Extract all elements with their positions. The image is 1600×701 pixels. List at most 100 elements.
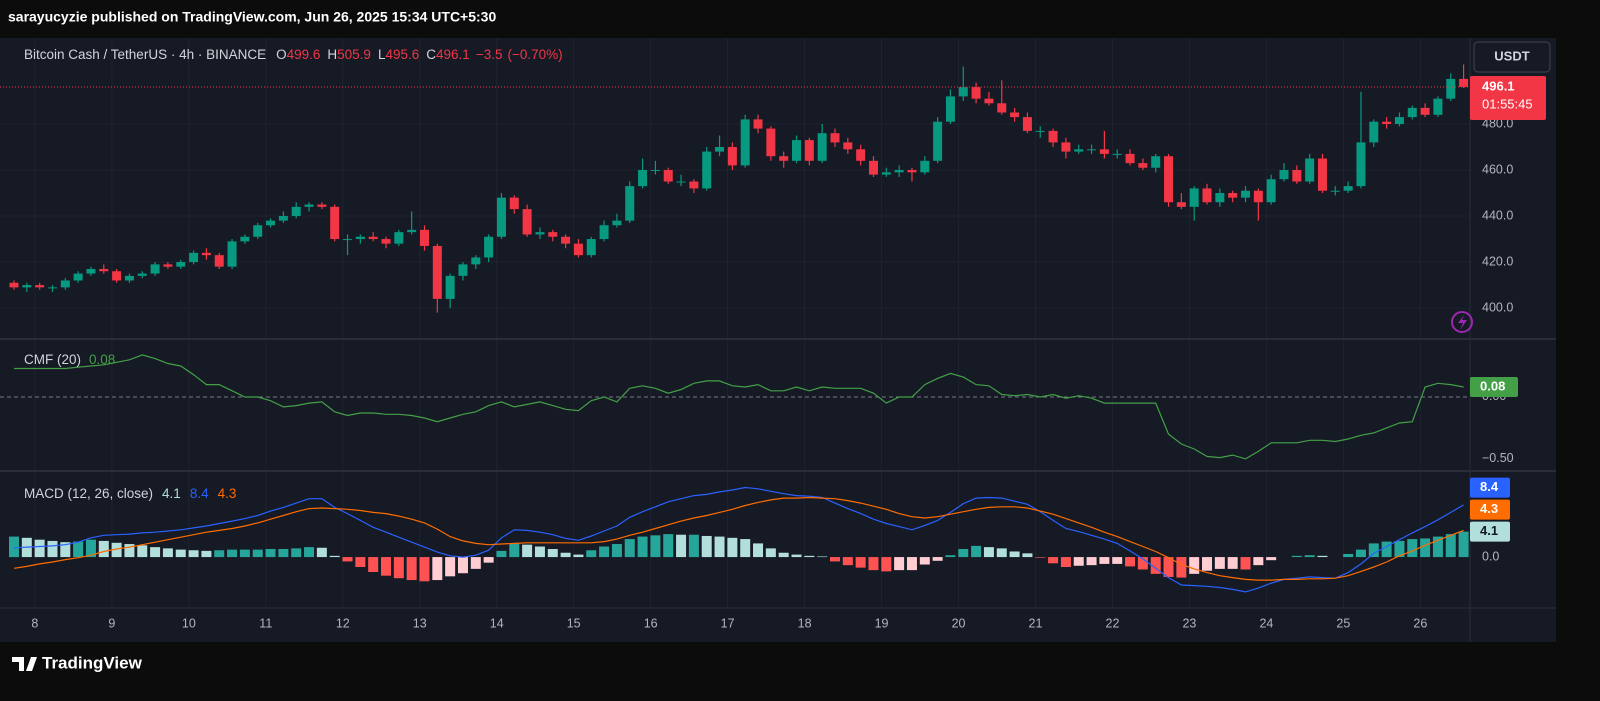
histogram-bar (265, 549, 276, 558)
candle-body (766, 128, 776, 157)
candle-body (266, 220, 276, 226)
histogram-bar (355, 557, 366, 568)
histogram-bar (688, 534, 699, 558)
candle-body (894, 170, 904, 173)
candle-body (638, 170, 648, 187)
y-tick-label: −0.50 (1482, 451, 1514, 465)
candle-body (227, 241, 237, 267)
indicator-line (14, 354, 1464, 460)
histogram-bar (829, 557, 840, 562)
candle-body (137, 273, 147, 276)
candle-body (1228, 193, 1238, 198)
candle-body (779, 156, 789, 161)
candle-body (381, 239, 391, 244)
candle-body (317, 204, 327, 207)
histogram-bar (958, 549, 969, 558)
histogram-bar (162, 548, 173, 558)
logo-icon (12, 657, 37, 671)
histogram-bar (188, 550, 199, 558)
histogram-bar (1022, 553, 1033, 558)
x-tick-label: 21 (1029, 616, 1043, 630)
legend-value: 4.1 (162, 486, 181, 501)
histogram-bar (611, 544, 622, 558)
x-tick-label: 24 (1259, 616, 1273, 630)
histogram-bar (432, 557, 443, 581)
candle-body (1087, 149, 1097, 151)
histogram-bar (1073, 557, 1084, 566)
y-tick-label: 0.0 (1482, 549, 1499, 563)
candle-body (201, 252, 211, 256)
candle-body (253, 225, 263, 237)
histogram-bar (996, 548, 1007, 558)
candle-body (35, 285, 45, 288)
histogram-bar (945, 555, 956, 558)
candle-body (445, 275, 455, 299)
histogram-bar (804, 555, 815, 558)
legend-value: 0.08 (89, 352, 115, 367)
histogram-bar (868, 557, 879, 571)
histogram-bar (278, 549, 289, 558)
candle-body (792, 140, 802, 161)
candle-body (1253, 190, 1263, 203)
histogram-bar (534, 546, 545, 558)
candle-body (1317, 158, 1327, 191)
candle-body (1010, 112, 1020, 118)
legend: CMF (20) 0.08 (24, 352, 115, 367)
candle-body (1279, 170, 1289, 180)
histogram-bar (765, 548, 776, 558)
candle-body (586, 239, 596, 256)
histogram-bar (201, 550, 212, 558)
candle-body (753, 119, 763, 129)
legend: Bitcoin Cash / TetherUS · 4h · BINANCE O4… (24, 47, 563, 62)
histogram-bar (1407, 539, 1418, 558)
indicator-line (13, 486, 1464, 593)
candle-body (1125, 153, 1135, 164)
publish-note: sarayucyzie published on TradingView.com… (8, 9, 496, 25)
histogram-bar (791, 554, 802, 558)
value-badge (1470, 377, 1518, 398)
currency-label[interactable]: USDT (1494, 48, 1529, 63)
histogram-bar (483, 557, 494, 563)
histogram-bar (1394, 540, 1405, 558)
candle-body (1330, 190, 1340, 192)
candle-body (189, 252, 199, 263)
x-tick-label: 22 (1106, 616, 1120, 630)
histogram-bar (1368, 543, 1379, 558)
histogram-bar (881, 557, 892, 572)
price-badge-value: 496.1 (1482, 78, 1515, 93)
alert-icon[interactable] (1451, 311, 1473, 333)
candle-body (86, 268, 96, 274)
histogram-bar (304, 547, 315, 558)
x-tick-label: 14 (490, 616, 504, 630)
legend-change-pct: (−0.70%) (507, 47, 562, 62)
candle-body (958, 87, 968, 97)
histogram-bar (1060, 557, 1071, 568)
candle-body (561, 236, 571, 244)
x-tick-label: 18 (798, 616, 812, 630)
candle-body (1420, 107, 1430, 115)
candle-body (727, 147, 737, 166)
candle-body (984, 98, 994, 104)
y-tick-label: 420.0 (1482, 254, 1513, 268)
candle-body (625, 186, 635, 221)
candle-body (856, 149, 866, 161)
histogram-bar (381, 557, 392, 576)
x-tick-label: 15 (567, 616, 581, 630)
histogram-bar (727, 537, 738, 558)
histogram-bar (1125, 557, 1136, 567)
histogram-bar (586, 550, 597, 558)
histogram-bar (150, 547, 161, 558)
candle-body (1292, 170, 1302, 182)
currency-button[interactable] (1473, 41, 1551, 73)
x-tick-label: 25 (1336, 616, 1350, 630)
histogram-bar (252, 549, 263, 558)
candle-body (1394, 117, 1404, 124)
legend-ohlc-value: 495.6 (385, 47, 419, 62)
histogram-bar (470, 557, 481, 569)
x-tick-label: 26 (1413, 616, 1427, 630)
candle-body (163, 264, 173, 267)
histogram-bar (817, 556, 828, 558)
histogram-bar (329, 555, 340, 558)
histogram-bar (1176, 557, 1187, 578)
